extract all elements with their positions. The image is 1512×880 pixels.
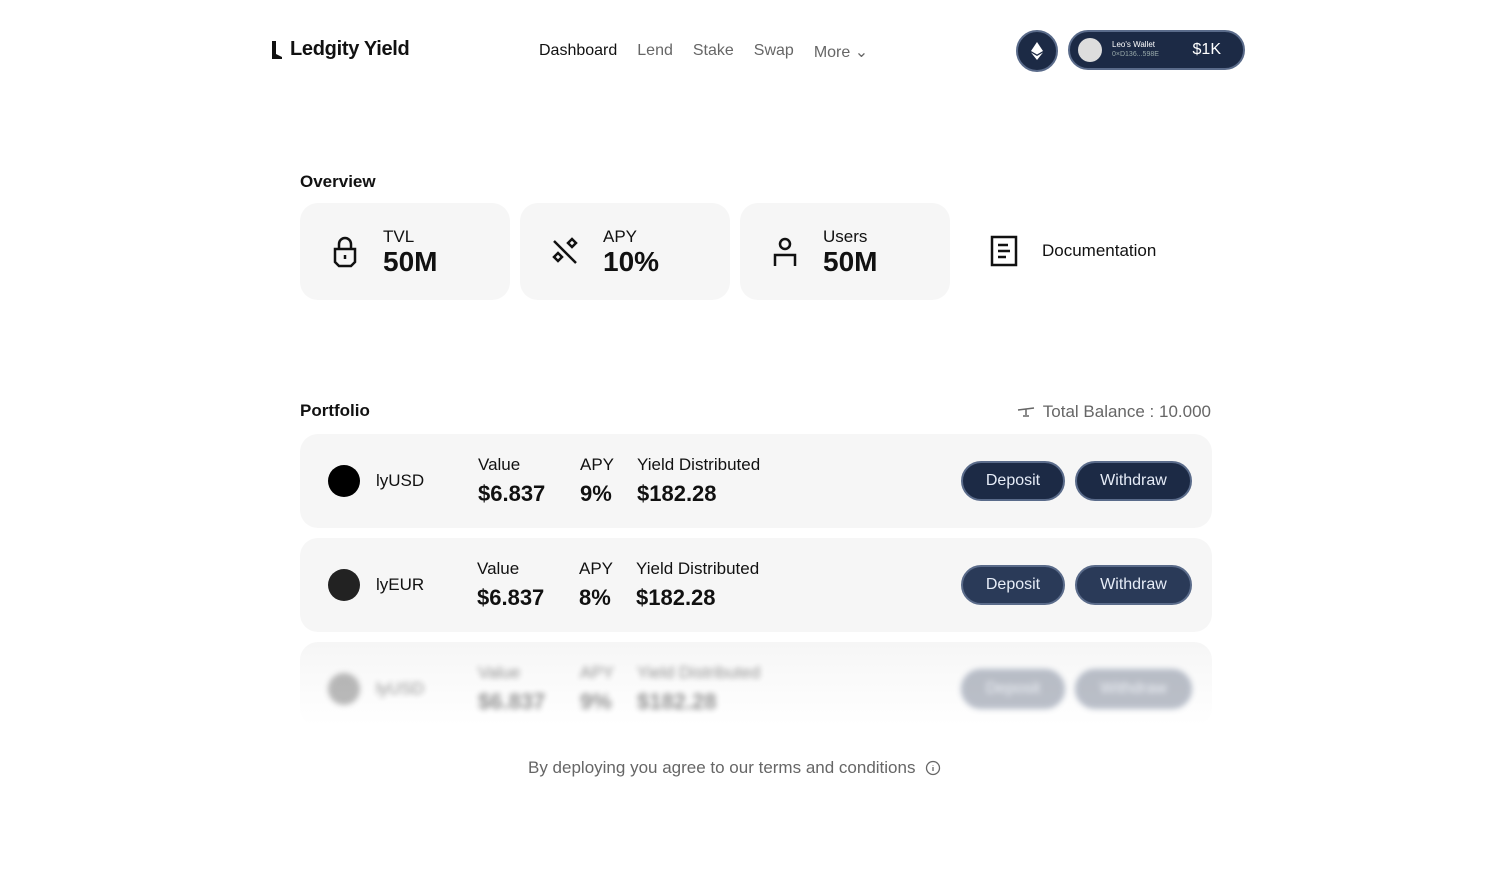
token-name: lyUSD [376, 471, 425, 490]
portfolio-row: lyEUR Value $6.837 APY 8% Yield Distribute… [300, 538, 1212, 632]
wallet-name: Leo's Wallet [1112, 40, 1156, 49]
stat-tvl: TVL 50M [300, 203, 510, 300]
avatar [1078, 38, 1102, 62]
user-icon [770, 236, 800, 268]
percent-icon [550, 236, 580, 267]
withdraw-button[interactable]: Withdraw [1075, 461, 1192, 501]
logo-text: Ledgity Yield [290, 38, 410, 60]
deposit-button[interactable]: Deposit [961, 565, 1065, 605]
value-label: Value [478, 663, 521, 682]
stat-value: 50M [383, 245, 438, 277]
wallet-address: 0×D136...598E [1112, 51, 1159, 58]
value-amount: $6.837 [478, 481, 546, 506]
value-amount: $6.837 [477, 585, 545, 610]
withdraw-button[interactable]: Withdraw [1075, 565, 1192, 605]
chevron-down-icon: ⌄ [854, 44, 869, 61]
documentation-label: Documentation [1042, 241, 1157, 260]
document-icon [990, 235, 1018, 267]
nav-dashboard[interactable]: Dashboard [539, 42, 618, 59]
wallet-balance: $1K [1192, 41, 1221, 58]
total-balance-text: Total Balance : 10.000 [1042, 402, 1211, 421]
stat-label: TVL [383, 226, 415, 246]
balance-scale-icon [1017, 407, 1034, 417]
yield-label: Yield Distributed [636, 559, 760, 578]
stat-label: APY [603, 226, 638, 246]
stat-users: Users 50M [740, 203, 950, 300]
apy-amount: 9% [580, 689, 612, 714]
yield-amount: $182.28 [637, 689, 717, 714]
value-amount: $6.837 [478, 689, 546, 714]
value-label: Value [477, 559, 520, 578]
apy-label: APY [580, 663, 615, 682]
yield-label: Yield Distributed [637, 455, 761, 474]
apy-amount: 9% [580, 481, 612, 506]
apy-label: APY [579, 559, 614, 578]
token-name: lyEUR [376, 575, 425, 594]
deposit-button[interactable]: Deposit [961, 669, 1065, 709]
documentation-link[interactable]: Documentation [990, 235, 1156, 267]
logo[interactable]: Ledgity Yield [270, 38, 410, 61]
stat-value: 10% [603, 245, 660, 277]
portfolio-row: lyUSD Value $6.837 APY 9% Yield Distribute… [300, 642, 1212, 726]
withdraw-button[interactable]: Withdraw [1075, 669, 1192, 709]
yield-label: Yield Distributed [637, 663, 761, 682]
stat-value: 50M [823, 245, 878, 277]
main-nav: Dashboard Lend Stake Swap More ⌄ [539, 42, 868, 62]
stat-label: Users [823, 226, 868, 246]
token-icon [328, 465, 360, 497]
terms-text[interactable]: By deploying you agree to our terms and … [528, 758, 916, 777]
deposit-button[interactable]: Deposit [961, 461, 1065, 501]
token-icon [328, 673, 360, 705]
portfolio-row: lyUSD Value $6.837 APY 9% Yield Distribute… [300, 434, 1212, 528]
terms-notice: By deploying you agree to our terms and … [528, 758, 941, 778]
ledgity-logo-icon [272, 40, 282, 59]
nav-more[interactable]: More ⌄ [814, 42, 868, 62]
wallet-button[interactable]: Leo's Wallet 0×D136...598E $1K [1068, 30, 1245, 70]
token-name: lyUSD [376, 679, 425, 698]
apy-label: APY [580, 455, 615, 474]
token-icon [328, 569, 360, 601]
yield-amount: $182.28 [636, 585, 716, 610]
value-label: Value [478, 455, 521, 474]
lock-icon [330, 236, 360, 268]
nav-swap[interactable]: Swap [753, 42, 794, 59]
nav-stake[interactable]: Stake [692, 42, 734, 59]
yield-amount: $182.28 [637, 481, 717, 506]
total-balance: Total Balance : 10.000 [1017, 402, 1211, 422]
apy-amount: 8% [579, 585, 611, 610]
overview-title: Overview [300, 172, 376, 191]
nav-more-label: More [813, 44, 851, 61]
nav-lend[interactable]: Lend [637, 42, 673, 59]
ethereum-icon [1031, 42, 1043, 60]
info-icon[interactable] [925, 760, 941, 776]
network-button[interactable] [1016, 30, 1058, 72]
portfolio-title: Portfolio [300, 401, 370, 420]
stat-apy: APY 10% [520, 203, 730, 300]
